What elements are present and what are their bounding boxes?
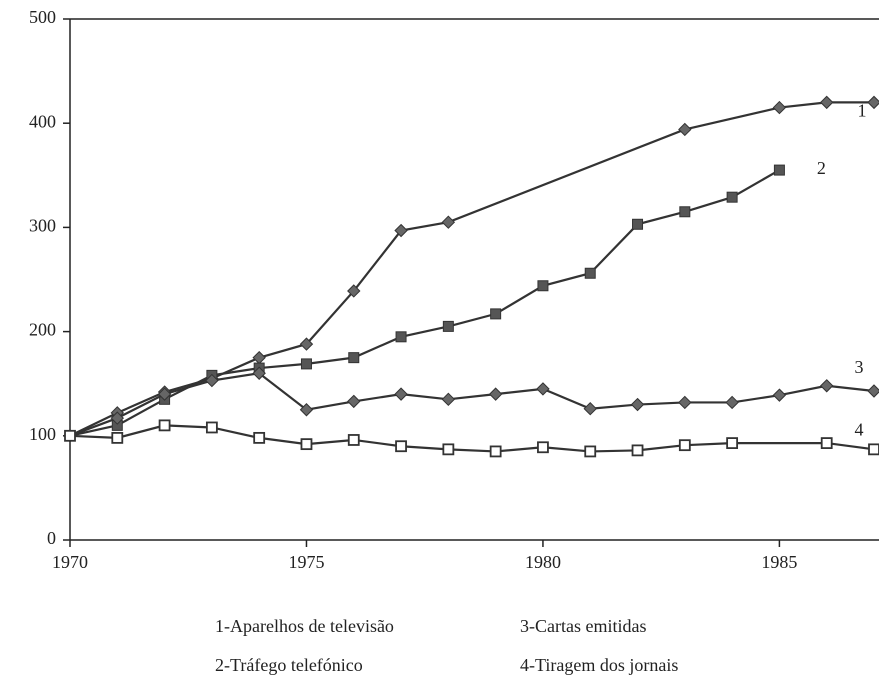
point bbox=[395, 331, 407, 343]
point bbox=[583, 402, 597, 416]
point bbox=[726, 191, 738, 203]
y-tick-label: 200 bbox=[29, 320, 56, 340]
series-line bbox=[69, 372, 875, 437]
x-tick-label: 1975 bbox=[288, 552, 324, 572]
y-tick-label: 300 bbox=[29, 216, 56, 236]
point bbox=[158, 419, 171, 432]
point bbox=[678, 439, 691, 452]
series-label: 2 bbox=[817, 158, 826, 178]
point bbox=[584, 445, 597, 458]
point bbox=[205, 421, 218, 434]
point bbox=[395, 440, 407, 453]
point bbox=[490, 308, 502, 320]
point bbox=[584, 267, 596, 279]
x-tick-label: 1970 bbox=[52, 552, 88, 572]
point bbox=[441, 215, 456, 229]
point bbox=[772, 100, 787, 115]
point bbox=[253, 431, 266, 444]
point bbox=[725, 395, 739, 410]
legend-entry: 2-Tráfego telefónico bbox=[215, 655, 363, 675]
point bbox=[299, 337, 314, 351]
point bbox=[347, 434, 360, 446]
point bbox=[819, 95, 834, 110]
y-tick-label: 500 bbox=[29, 7, 56, 27]
point bbox=[489, 445, 502, 458]
point bbox=[205, 373, 219, 388]
point bbox=[157, 387, 172, 401]
legend-entry: 3-Cartas emitidas bbox=[520, 616, 646, 636]
point bbox=[678, 122, 692, 137]
series-label: 3 bbox=[855, 357, 864, 377]
point bbox=[726, 437, 739, 449]
series-label: 4 bbox=[855, 419, 864, 439]
y-tick-label: 100 bbox=[29, 424, 56, 444]
legend-entry: 4-Tiragem dos jornais bbox=[520, 655, 678, 675]
point bbox=[488, 387, 503, 401]
x-tick-label: 1985 bbox=[761, 552, 797, 572]
point bbox=[868, 443, 879, 456]
point bbox=[536, 382, 550, 396]
point bbox=[394, 223, 408, 238]
point bbox=[111, 431, 124, 444]
point bbox=[773, 164, 785, 176]
point bbox=[442, 443, 455, 456]
y-tick-label: 0 bbox=[47, 528, 56, 548]
legend-entry: 1-Aparelhos de televisão bbox=[215, 616, 394, 636]
series-line bbox=[69, 424, 875, 453]
series-label: 1 bbox=[858, 100, 867, 120]
point bbox=[867, 384, 879, 398]
point bbox=[630, 397, 645, 412]
point bbox=[252, 366, 266, 380]
point bbox=[819, 379, 834, 393]
point bbox=[537, 280, 549, 292]
point bbox=[394, 387, 408, 401]
point bbox=[300, 358, 312, 370]
point bbox=[442, 320, 454, 332]
point bbox=[299, 403, 314, 417]
point bbox=[347, 284, 361, 298]
point bbox=[347, 394, 361, 409]
x-tick-label: 1980 bbox=[525, 552, 561, 572]
y-tick-label: 400 bbox=[29, 111, 56, 131]
point bbox=[679, 206, 691, 218]
point bbox=[678, 395, 692, 410]
point bbox=[252, 350, 266, 365]
point bbox=[348, 352, 360, 364]
point bbox=[631, 444, 644, 457]
point bbox=[537, 441, 549, 454]
point bbox=[772, 388, 787, 402]
point bbox=[441, 392, 456, 407]
point bbox=[110, 411, 125, 425]
point bbox=[867, 95, 879, 110]
point bbox=[300, 438, 313, 451]
point bbox=[64, 429, 76, 442]
point bbox=[820, 437, 833, 449]
point bbox=[632, 218, 644, 230]
